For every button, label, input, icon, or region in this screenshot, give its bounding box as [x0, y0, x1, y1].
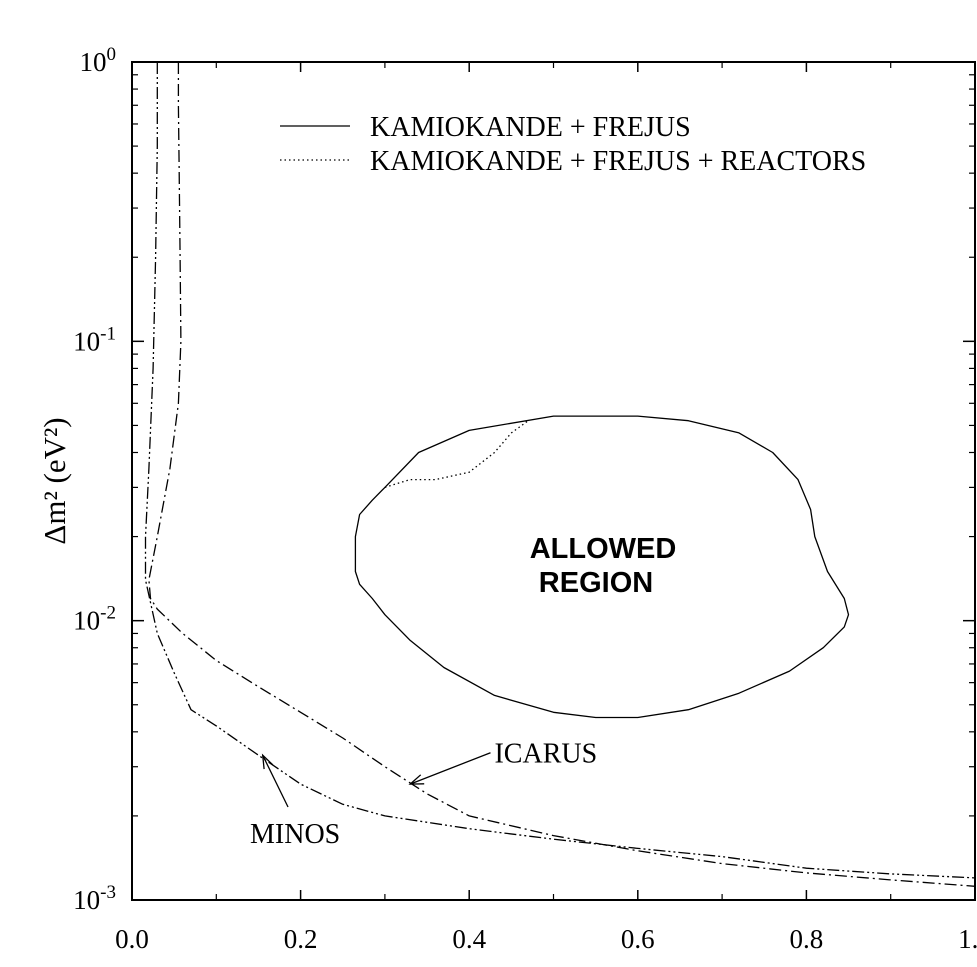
data-curves [144, 62, 976, 887]
region-label-line2: REGION [539, 567, 653, 599]
x-tick-label: 0.0 [115, 924, 149, 954]
y-tick-label: 100 [80, 44, 117, 77]
curve-kamiokande-frejus-reactors [384, 420, 529, 489]
legend-label: KAMIOKANDE + FREJUS + REACTORS [370, 146, 866, 177]
annotations: ICARUS MINOS [250, 739, 597, 850]
allowed-region-label: ALLOWED REGION [530, 533, 677, 599]
x-tick-label: 0.4 [452, 924, 486, 954]
axis-ticks: 0.0 0.2 0.4 0.6 0.8 1.0 100 10-1 10-2 10-3 [73, 44, 977, 954]
y-tick-label: 10-2 [73, 603, 116, 636]
curve-minos [144, 62, 976, 879]
annotation-arrow-shaft [409, 752, 491, 785]
annotation-label: MINOS [250, 819, 340, 850]
y-tick-label: 10-3 [73, 882, 116, 915]
y-axis-label-text: Δm² (eV²) [37, 417, 72, 544]
legend-label: KAMIOKANDE + FREJUS [370, 112, 691, 143]
x-tick-label: 0.2 [284, 924, 318, 954]
annotation-arrow-shaft [262, 754, 289, 808]
x-tick-label: 1.0 [958, 924, 977, 954]
region-label-line1: ALLOWED [530, 533, 677, 565]
annotation-arrow-head [261, 753, 274, 770]
x-tick-label: 0.6 [621, 924, 655, 954]
y-tick-label: 10-1 [73, 323, 116, 356]
plot-frame [131, 61, 976, 901]
curve-kamiokande-frejus [354, 415, 850, 719]
x-tick-label: 0.8 [790, 924, 824, 954]
annotation-label: ICARUS [494, 739, 597, 770]
annotation-arrow-head [408, 774, 425, 785]
y-axis-label: Δm² (eV²) [37, 417, 72, 544]
